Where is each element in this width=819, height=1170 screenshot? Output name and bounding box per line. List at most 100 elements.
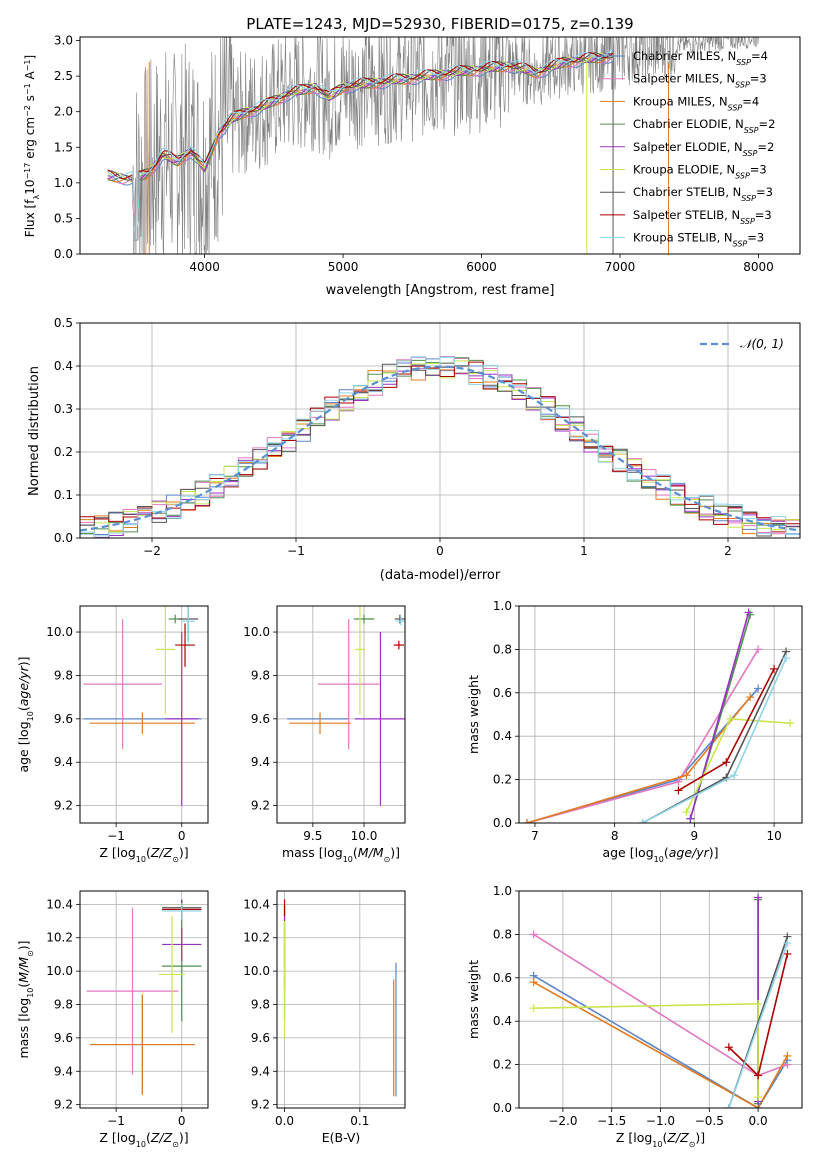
- y-axis-label: Flux [fλ10−17 erg cm−2 s−1 A−1]: [23, 55, 41, 237]
- x-tick-label: 6000: [466, 260, 497, 274]
- panel-mass_vs_Z: −1 0 9.2 9.4 9.6 9.8 10.0 10.2 10.4 Z [log10(Z/Z⊙…: [16, 890, 209, 1149]
- y-tick-label: 9.4: [54, 1064, 73, 1078]
- x-axis-label: (data-model)/error: [380, 568, 501, 583]
- axes-frame: [79, 605, 209, 824]
- panel-mass_vs_ebv: 0.0 0.1 9.2 9.4 9.6 9.8 10.0 10.2 10.4 E(B-V): [243, 890, 406, 1145]
- x-tick-label: 0: [178, 1114, 186, 1128]
- y-tick-label: 10.0: [243, 964, 270, 978]
- panel-age_vs_mass: 9.5 10.0 9.2 9.4 9.6 9.8 10.0 mass [log10(M/M⊙)…: [243, 605, 406, 864]
- x-tick-label: −2.0: [548, 1114, 577, 1128]
- y-tick-label: 10.2: [243, 931, 270, 945]
- hist-salpeter-stelib: [80, 361, 800, 533]
- legend-entry: Salpeter ELODIE, NSSP=2: [633, 140, 774, 158]
- plot-area: [287, 606, 405, 806]
- x-axis-label: Z [log10(Z/Z⊙)]: [616, 1130, 705, 1149]
- legend-entry: Salpeter MILES, NSSP=3: [633, 72, 767, 90]
- weight-line-chabrier-miles: [526, 687, 759, 823]
- x-tick-label: −1.0: [646, 1114, 675, 1128]
- y-tick-label: 10.0: [46, 625, 73, 639]
- y-tick-label: 10.0: [46, 964, 73, 978]
- axes-frame: [276, 605, 406, 824]
- y-tick-label: 0.6: [493, 971, 512, 985]
- panel-weight_vs_Z: −2.0 −1.5 −1.0 −0.5 0.0 0.0 0.2 0.4 0.6 0.8 1.0 Z […: [466, 884, 803, 1149]
- y-tick-label: 0.0: [54, 531, 73, 545]
- weight-line-salpeter-stelib: [678, 668, 775, 792]
- y-tick-label: 10.4: [46, 897, 73, 911]
- y-axis-label: Normed distribution: [27, 366, 42, 496]
- plot-area: [107, 37, 759, 254]
- axes-frame: [276, 890, 406, 1109]
- y-tick-label: 9.6: [251, 712, 270, 726]
- plot-area: [283, 899, 397, 1097]
- axes-frame: [79, 322, 801, 539]
- weight-line-kroupa-elodie: [533, 1003, 759, 1098]
- legend: Chabrier MILES, NSSP=4 Salpeter MILES, NS…: [600, 49, 775, 248]
- axes-frame: [79, 890, 209, 1109]
- y-tick-label: 0.8: [493, 642, 512, 656]
- legend-entry: Salpeter STELIB, NSSP=3: [633, 208, 772, 226]
- spectrum-model-kroupa-stelib: [107, 48, 614, 241]
- spectrum-model-chabrier-elodie: [107, 52, 613, 241]
- x-tick-label: 0.0: [275, 1114, 294, 1128]
- y-tick-label: 9.6: [54, 1031, 73, 1045]
- y-tick-label: 0.5: [54, 211, 73, 225]
- y-tick-label: 0.2: [493, 1058, 512, 1072]
- y-tick-label: 0.4: [54, 359, 73, 373]
- x-tick-label: 7: [531, 829, 539, 843]
- y-tick-label: 9.8: [251, 668, 270, 682]
- x-axis-label: Z [log10(Z/Z⊙)]: [99, 1130, 188, 1149]
- y-tick-label: 0.8: [493, 927, 512, 941]
- normal-curve: [80, 365, 800, 532]
- x-tick-label: 0.1: [350, 1114, 369, 1128]
- x-tick-label: −0.5: [695, 1114, 724, 1128]
- x-tick-label: 8000: [743, 260, 774, 274]
- x-tick-label: 0: [436, 544, 444, 558]
- x-axis-label: age [log10(age/yr)]: [602, 845, 718, 864]
- legend-entry: Chabrier STELIB, NSSP=3: [633, 185, 773, 203]
- y-tick-label: 2.5: [54, 69, 73, 83]
- y-tick-label: 9.8: [54, 668, 73, 682]
- axes-frame: [518, 890, 803, 1109]
- weight-line-kroupa-stelib: [728, 942, 789, 1108]
- y-tick-label: 9.2: [54, 799, 73, 813]
- y-tick-label: 0.1: [54, 488, 73, 502]
- y-axis-label: mass [log10(M/M⊙)]: [16, 940, 35, 1058]
- x-tick-label: −1.5: [597, 1114, 626, 1128]
- x-tick-label: 2: [724, 544, 732, 558]
- plot-area: [522, 608, 795, 823]
- x-tick-label: 1: [580, 544, 588, 558]
- x-tick-label: 10: [766, 829, 781, 843]
- panel-residual_hist: −2 −1 0 1 2 0.0 0.1 0.2 0.3 0.4 0.5 𝒩(0, 1) (data-mo…: [27, 316, 801, 583]
- legend-entry: Kroupa STELIB, NSSP=3: [633, 231, 764, 249]
- y-tick-label: 0.0: [54, 247, 73, 261]
- y-tick-label: 10.2: [46, 931, 73, 945]
- y-tick-label: 0.2: [54, 445, 73, 459]
- x-tick-label: 4000: [189, 260, 220, 274]
- x-tick-label: −1: [287, 544, 305, 558]
- legend-entry: 𝒩(0, 1): [740, 337, 784, 351]
- plot-area: [86, 899, 202, 1095]
- y-axis-label: mass weight: [466, 675, 481, 754]
- y-tick-label: 10.4: [243, 897, 270, 911]
- legend-entry: Chabrier ELODIE, NSSP=2: [633, 117, 775, 135]
- plot-area: [80, 356, 800, 538]
- hist-kroupa-stelib: [80, 356, 800, 537]
- axes-frame: [79, 36, 801, 255]
- y-tick-label: 0.0: [493, 816, 512, 830]
- weight-line-chabrier-miles: [533, 974, 789, 1108]
- y-tick-label: 0.6: [493, 686, 512, 700]
- x-axis-label: mass [log10(M/M⊙)]: [282, 845, 400, 864]
- x-axis-label: E(B-V): [322, 1130, 361, 1145]
- x-tick-label: 0.0: [749, 1114, 768, 1128]
- y-tick-label: 9.8: [251, 998, 270, 1012]
- y-tick-label: 9.4: [54, 755, 73, 769]
- y-tick-label: 1.5: [54, 140, 73, 154]
- plot-area: [83, 606, 202, 806]
- weight-line-kroupa-miles: [533, 981, 789, 1108]
- x-tick-label: 10.0: [351, 829, 378, 843]
- weight-line-kroupa-miles: [526, 696, 751, 823]
- x-tick-label: −2: [143, 544, 161, 558]
- y-tick-label: 9.2: [251, 1098, 270, 1112]
- spectrum-model-salpeter-stelib: [107, 52, 614, 241]
- y-tick-label: 2.0: [54, 105, 73, 119]
